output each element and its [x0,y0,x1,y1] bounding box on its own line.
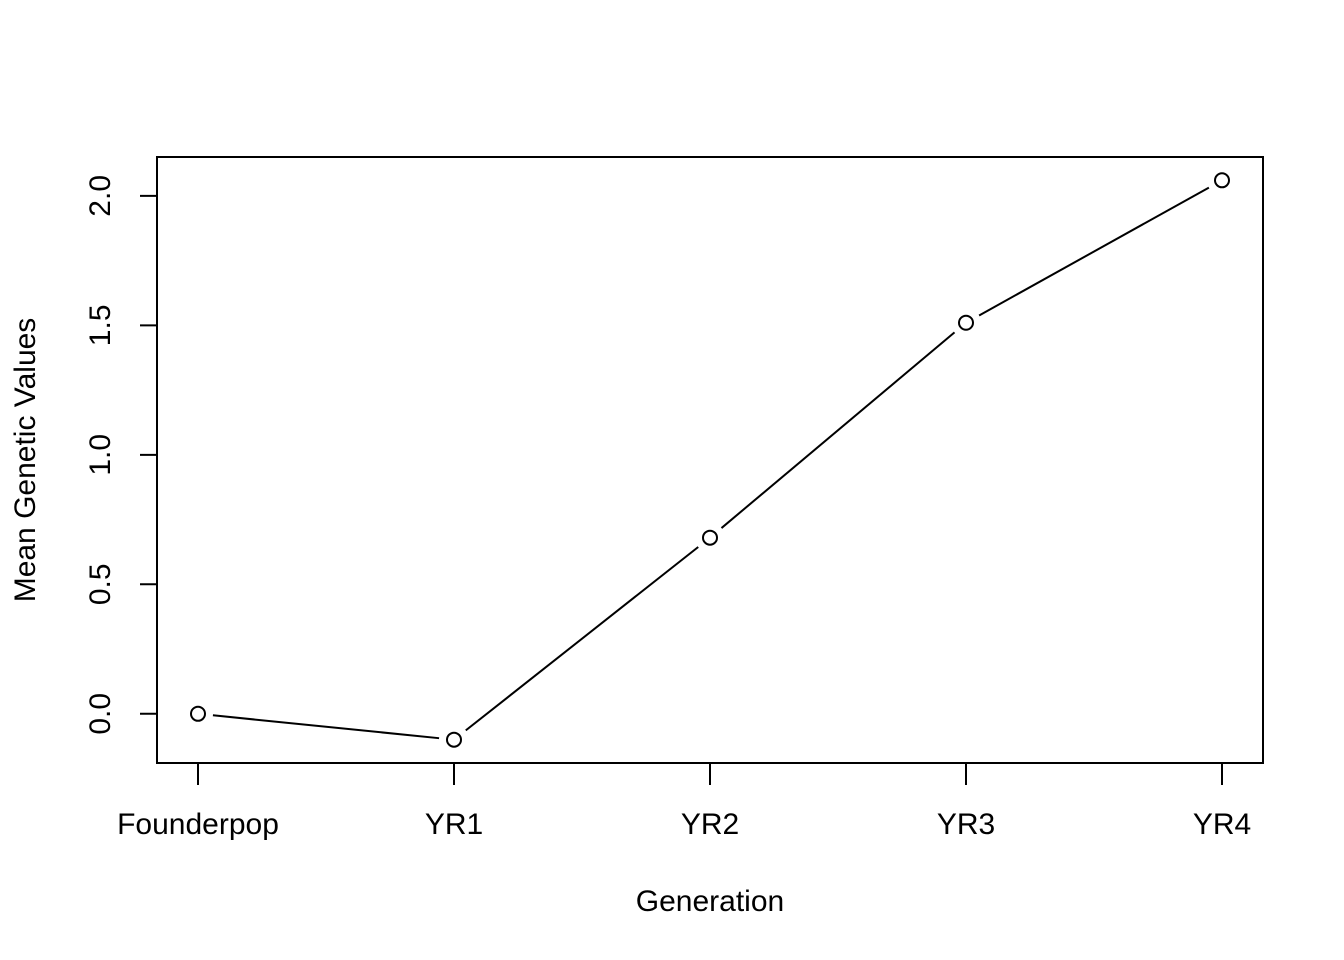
line-segment [720,331,956,529]
data-point [702,529,718,546]
y-tick-label: 1.5 [84,304,117,346]
x-tick-label: YR2 [681,808,739,841]
line-segment [978,186,1210,317]
line-segment [465,546,699,732]
y-tick-label: 0.0 [84,693,117,735]
data-point [1214,172,1230,189]
x-tick-label: Founderpop [117,808,279,841]
series-group [190,172,1230,748]
y-axis-label: Mean Genetic Values [9,318,42,603]
line-segment [212,714,440,740]
y-tick-label: 0.5 [84,563,117,605]
y-tick-label: 1.0 [84,434,117,476]
data-point [958,314,974,331]
x-tick-label: YR3 [937,808,995,841]
x-tick-label: YR4 [1193,808,1251,841]
x-axis-label: Generation [636,885,784,918]
plot-frame [156,156,1264,764]
x-tick-label: YR1 [425,808,483,841]
data-point [190,705,206,722]
data-point [446,731,462,748]
y-tick-label: 2.0 [84,175,117,217]
x-axis: Founderpop YR1 YR2 YR3 YR4 [117,762,1251,841]
y-axis: 0.0 0.5 1.0 1.5 2.0 [84,175,158,735]
